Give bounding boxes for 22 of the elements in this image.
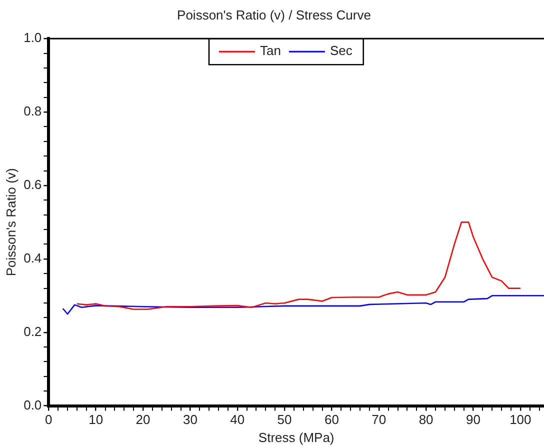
y-tick-label: 0.8 xyxy=(24,104,42,119)
y-axis-title: Poisson's Ratio (v) xyxy=(3,168,18,276)
y-tick-label: 0.4 xyxy=(24,250,42,266)
legend-label: Sec xyxy=(330,43,353,58)
legend-label: Tan xyxy=(260,43,281,58)
x-tick-label: 50 xyxy=(277,412,292,428)
y-tick-label: 0.6 xyxy=(24,177,42,192)
x-tick-label: 100 xyxy=(510,412,532,428)
x-tick-label: 70 xyxy=(372,412,386,428)
chart-title: Poisson's Ratio (v) / Stress Curve xyxy=(177,7,371,22)
x-tick-label: 60 xyxy=(324,412,339,428)
x-tick-label: 90 xyxy=(466,412,480,428)
y-tick-label: 1.0 xyxy=(24,30,42,46)
x-tick-label: 0 xyxy=(45,412,52,428)
y-tick-label: 0.0 xyxy=(24,397,42,412)
x-axis-title: Stress (MPa) xyxy=(258,430,334,445)
x-tick-label: 80 xyxy=(418,412,434,428)
x-tick-label: 10 xyxy=(88,412,104,428)
x-tick-label: 20 xyxy=(136,412,150,428)
x-tick-label: 30 xyxy=(182,412,198,428)
y-tick-label: 0.2 xyxy=(24,324,42,339)
x-tick-label: 40 xyxy=(230,412,245,428)
